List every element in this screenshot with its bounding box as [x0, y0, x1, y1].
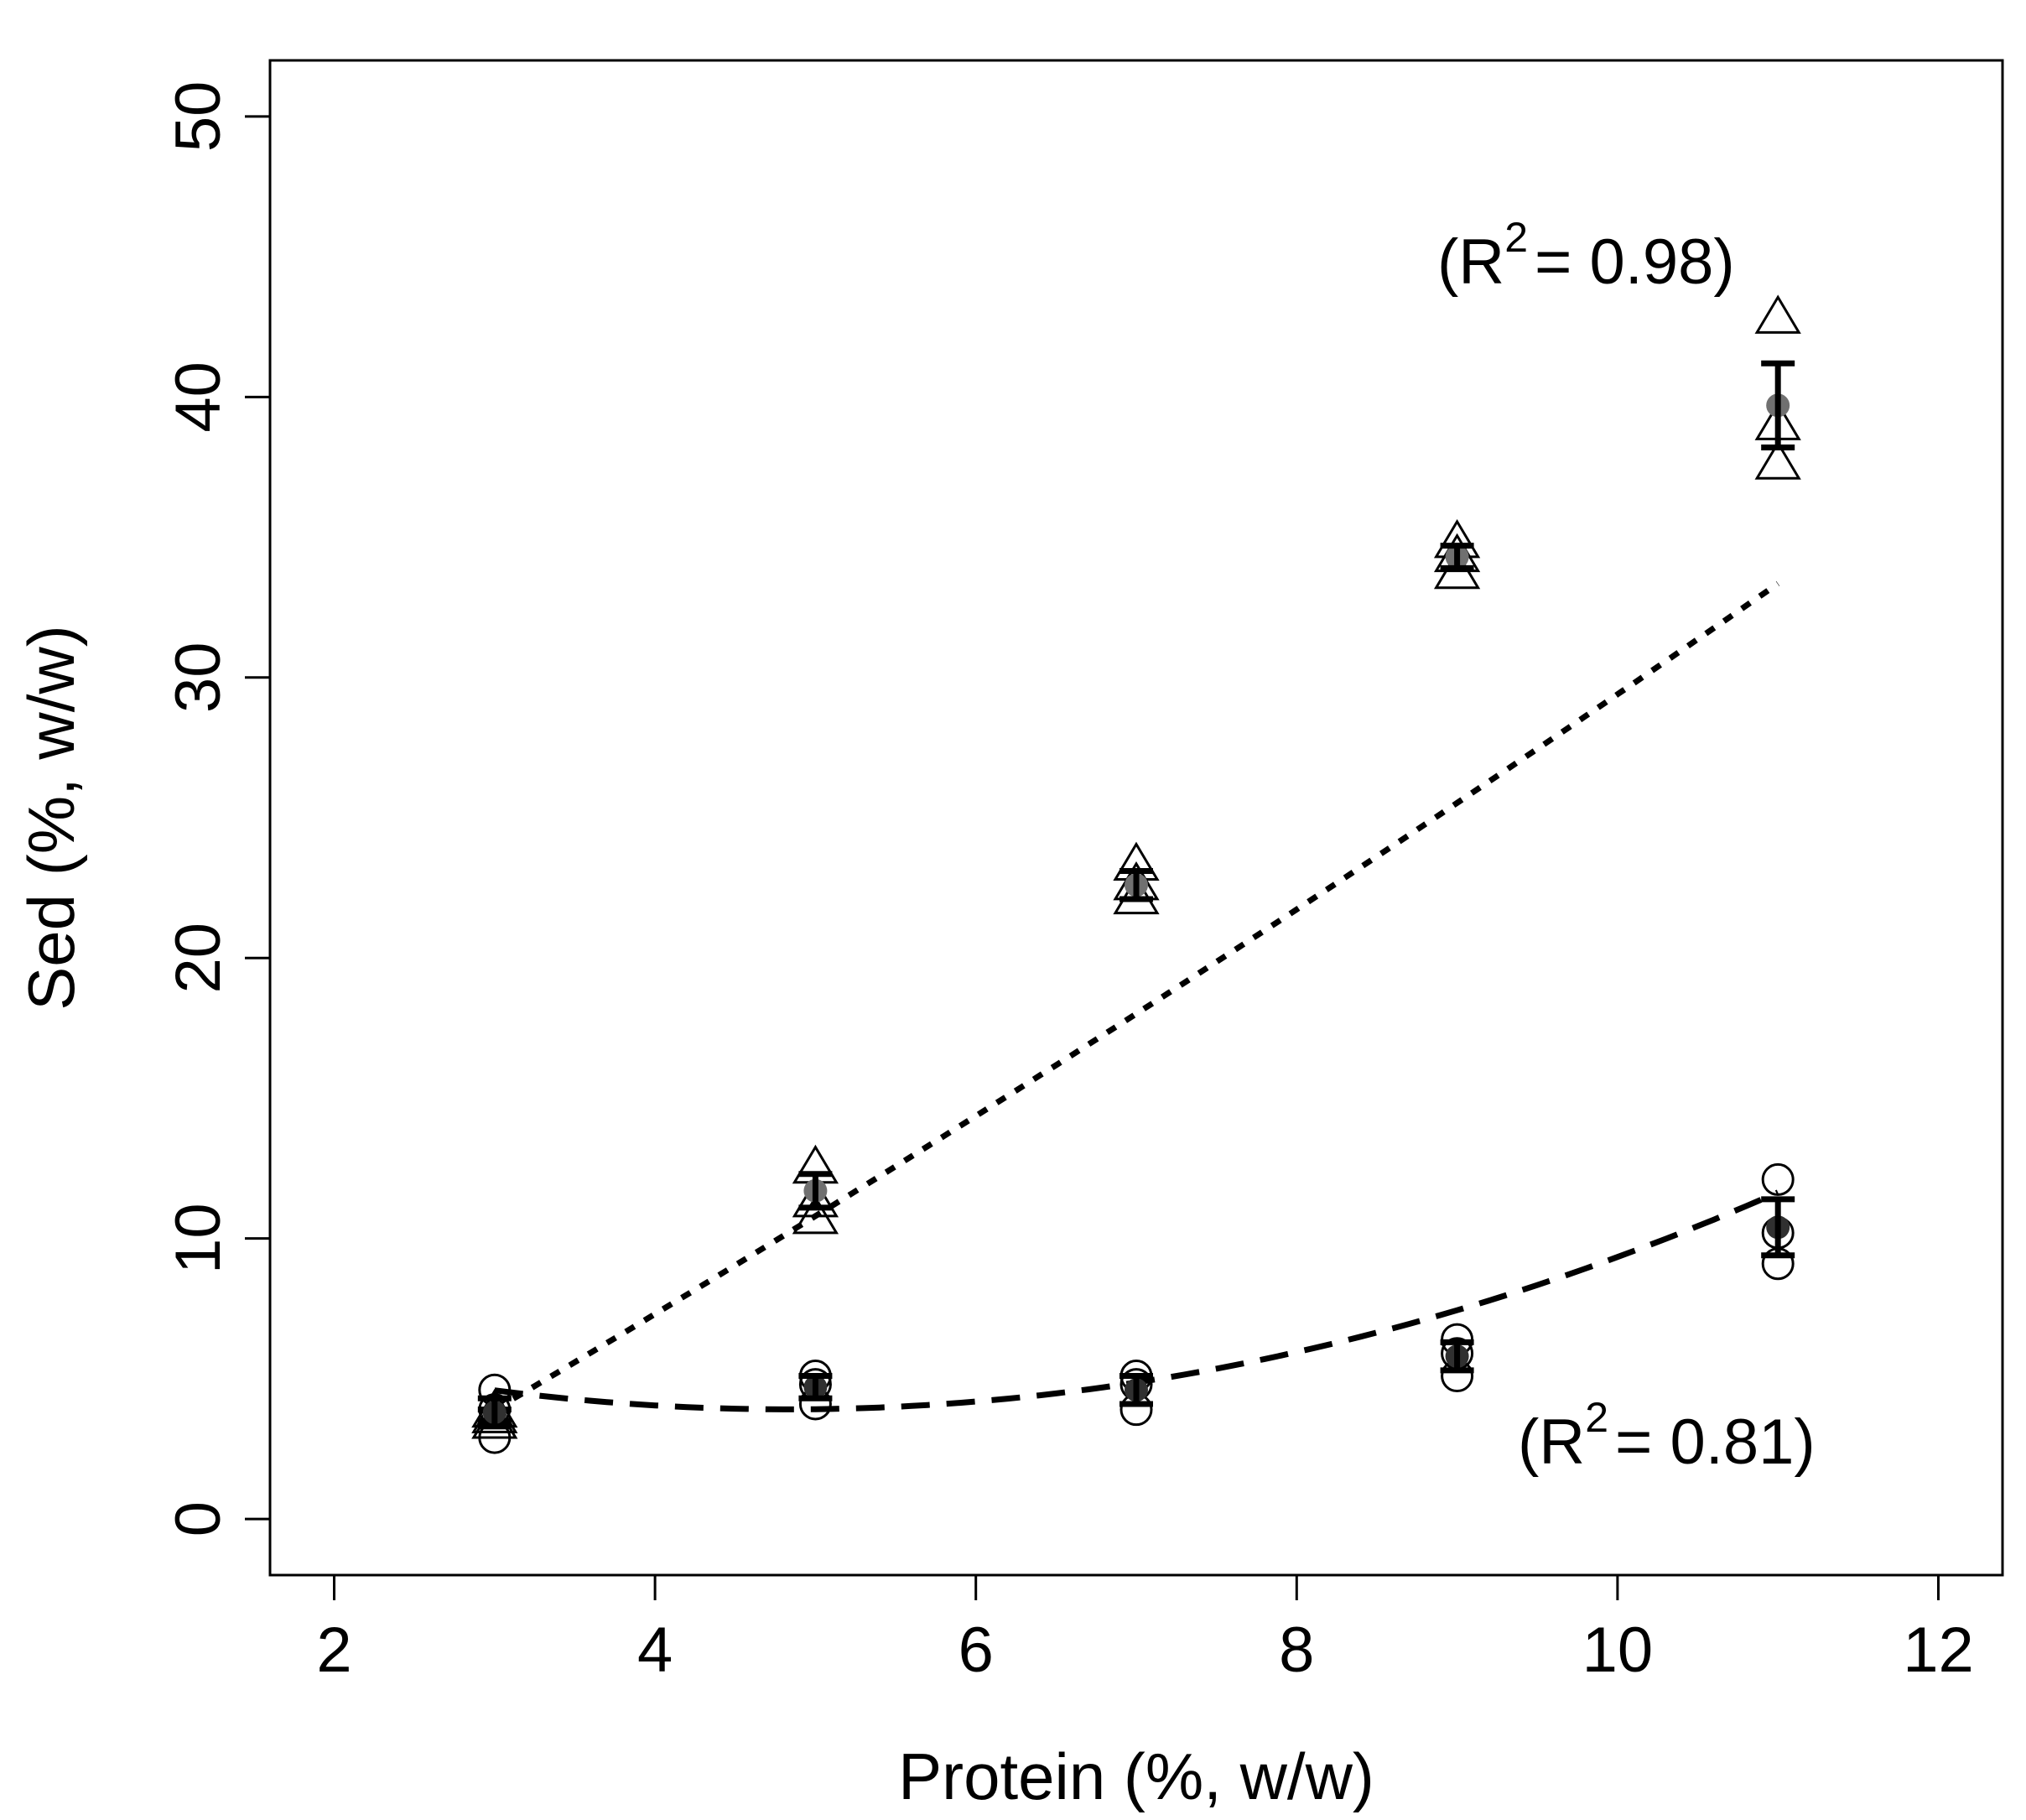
replicate-point-triangles [1754, 294, 1801, 334]
r2-label-triangles: (R2 = 0.98) [1437, 214, 1735, 298]
y-tick-label: 0 [163, 1501, 234, 1537]
replicate-point-circles [1761, 1162, 1795, 1196]
y-tick-label: 50 [163, 81, 234, 153]
r2-label-circles-suffix: = 0.81) [1615, 1407, 1816, 1478]
x-tick-label: 6 [958, 1615, 994, 1686]
replicate-point-triangles [792, 1178, 839, 1218]
replicate-point-triangles [1754, 440, 1801, 480]
x-tick-label: 2 [316, 1615, 351, 1686]
x-tick-label: 10 [1582, 1615, 1654, 1686]
y-axis-title: Sed (%, w/w) [14, 625, 88, 1010]
axes: 2 4 6 8 10 12 0 10 20 30 40 50 [163, 81, 1974, 1686]
r2-label-triangles-superscript: 2 [1504, 214, 1528, 261]
fit-line-triangles [493, 580, 1780, 1412]
x-tick-label: 4 [637, 1615, 673, 1686]
y-tick-label: 30 [163, 642, 234, 714]
x-tick-label: 8 [1279, 1615, 1314, 1686]
r2-label-circles-prefix: (R [1518, 1407, 1585, 1478]
r2-label-triangles-prefix: (R [1437, 226, 1504, 298]
x-tick-label: 12 [1903, 1615, 1974, 1686]
r2-label-circles-superscript: 2 [1585, 1394, 1608, 1441]
x-axis-title: Protein (%, w/w) [898, 1739, 1374, 1813]
replicate-point-triangles [1113, 875, 1160, 915]
data-points [471, 294, 1801, 1454]
y-tick-label: 10 [163, 1203, 234, 1274]
y-tick-label: 40 [163, 361, 234, 433]
r2-label-triangles-suffix: = 0.98) [1535, 226, 1735, 298]
r2-label-circles: (R2 = 0.81) [1518, 1394, 1816, 1478]
plot-frame [268, 59, 2004, 1577]
fit-lines [493, 580, 1780, 1412]
y-tick-label: 20 [163, 923, 234, 994]
